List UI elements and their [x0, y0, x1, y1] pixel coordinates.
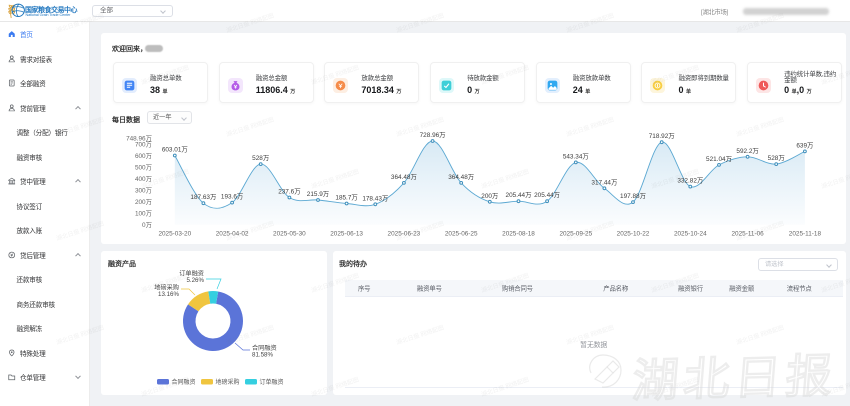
svg-text:2025-11-06: 2025-11-06 [731, 231, 764, 238]
svg-text:215.9万: 215.9万 [307, 190, 329, 198]
svg-text:2025-08-18: 2025-08-18 [502, 231, 535, 238]
svg-text:185.7万: 185.7万 [335, 194, 357, 202]
svg-text:193.6万: 193.6万 [221, 193, 243, 201]
svg-text:2025-11-18: 2025-11-18 [789, 231, 822, 238]
svg-text:600万: 600万 [135, 152, 152, 160]
svg-text:合同融资: 合同融资 [252, 344, 277, 352]
svg-text:300万: 300万 [135, 186, 152, 194]
svg-text:205.44万: 205.44万 [506, 191, 532, 199]
svg-text:639万: 639万 [796, 141, 813, 149]
svg-text:728.96万: 728.96万 [420, 131, 446, 139]
svg-text:100万: 100万 [135, 209, 152, 217]
svg-text:2025-09-25: 2025-09-25 [559, 231, 592, 238]
svg-text:528万: 528万 [768, 154, 785, 162]
svg-text:543.34万: 543.34万 [563, 152, 589, 160]
svg-text:187.63万: 187.63万 [190, 193, 216, 201]
svg-text:2025-06-25: 2025-06-25 [445, 231, 478, 238]
svg-text:2025-05-30: 2025-05-30 [273, 231, 306, 238]
svg-text:合同融资: 合同融资 [172, 378, 196, 386]
svg-text:订单融资: 订单融资 [179, 270, 204, 278]
svg-text:400万: 400万 [135, 175, 152, 183]
svg-text:364.48万: 364.48万 [391, 173, 417, 181]
svg-text:700万: 700万 [135, 140, 152, 148]
svg-text:订单融资: 订单融资 [260, 378, 284, 386]
svg-text:2025-03-20: 2025-03-20 [158, 231, 191, 238]
svg-text:2025-06-13: 2025-06-13 [330, 231, 363, 238]
svg-text:197.88万: 197.88万 [620, 192, 646, 200]
svg-text:237.6万: 237.6万 [278, 188, 300, 196]
svg-text:718.92万: 718.92万 [649, 132, 675, 140]
svg-text:地磅采购: 地磅采购 [154, 284, 179, 292]
svg-text:603.01万: 603.01万 [162, 146, 188, 154]
svg-text:2025-10-24: 2025-10-24 [674, 231, 707, 238]
svg-text:200万: 200万 [135, 198, 152, 206]
svg-text:364.48万: 364.48万 [448, 173, 474, 181]
svg-text:178.43万: 178.43万 [362, 194, 388, 202]
svg-text:332.82万: 332.82万 [677, 177, 703, 185]
svg-text:200万: 200万 [481, 192, 498, 200]
svg-text:748.96万: 748.96万 [126, 135, 152, 143]
svg-text:13.16%: 13.16% [158, 291, 179, 298]
svg-text:317.44万: 317.44万 [591, 178, 617, 186]
svg-text:528万: 528万 [252, 154, 269, 162]
svg-text:2025-06-23: 2025-06-23 [388, 231, 421, 238]
svg-text:5.26%: 5.26% [186, 277, 204, 284]
svg-text:2025-10-22: 2025-10-22 [617, 231, 650, 238]
svg-text:592.2万: 592.2万 [736, 147, 758, 155]
svg-text:2025-04-02: 2025-04-02 [216, 231, 249, 238]
svg-text:0万: 0万 [142, 221, 152, 229]
svg-text:地磅采购: 地磅采购 [216, 378, 240, 386]
svg-text:81.58%: 81.58% [252, 352, 273, 359]
svg-text:521.04万: 521.04万 [706, 155, 732, 163]
svg-text:500万: 500万 [135, 163, 152, 171]
svg-text:205.44万: 205.44万 [534, 191, 560, 199]
